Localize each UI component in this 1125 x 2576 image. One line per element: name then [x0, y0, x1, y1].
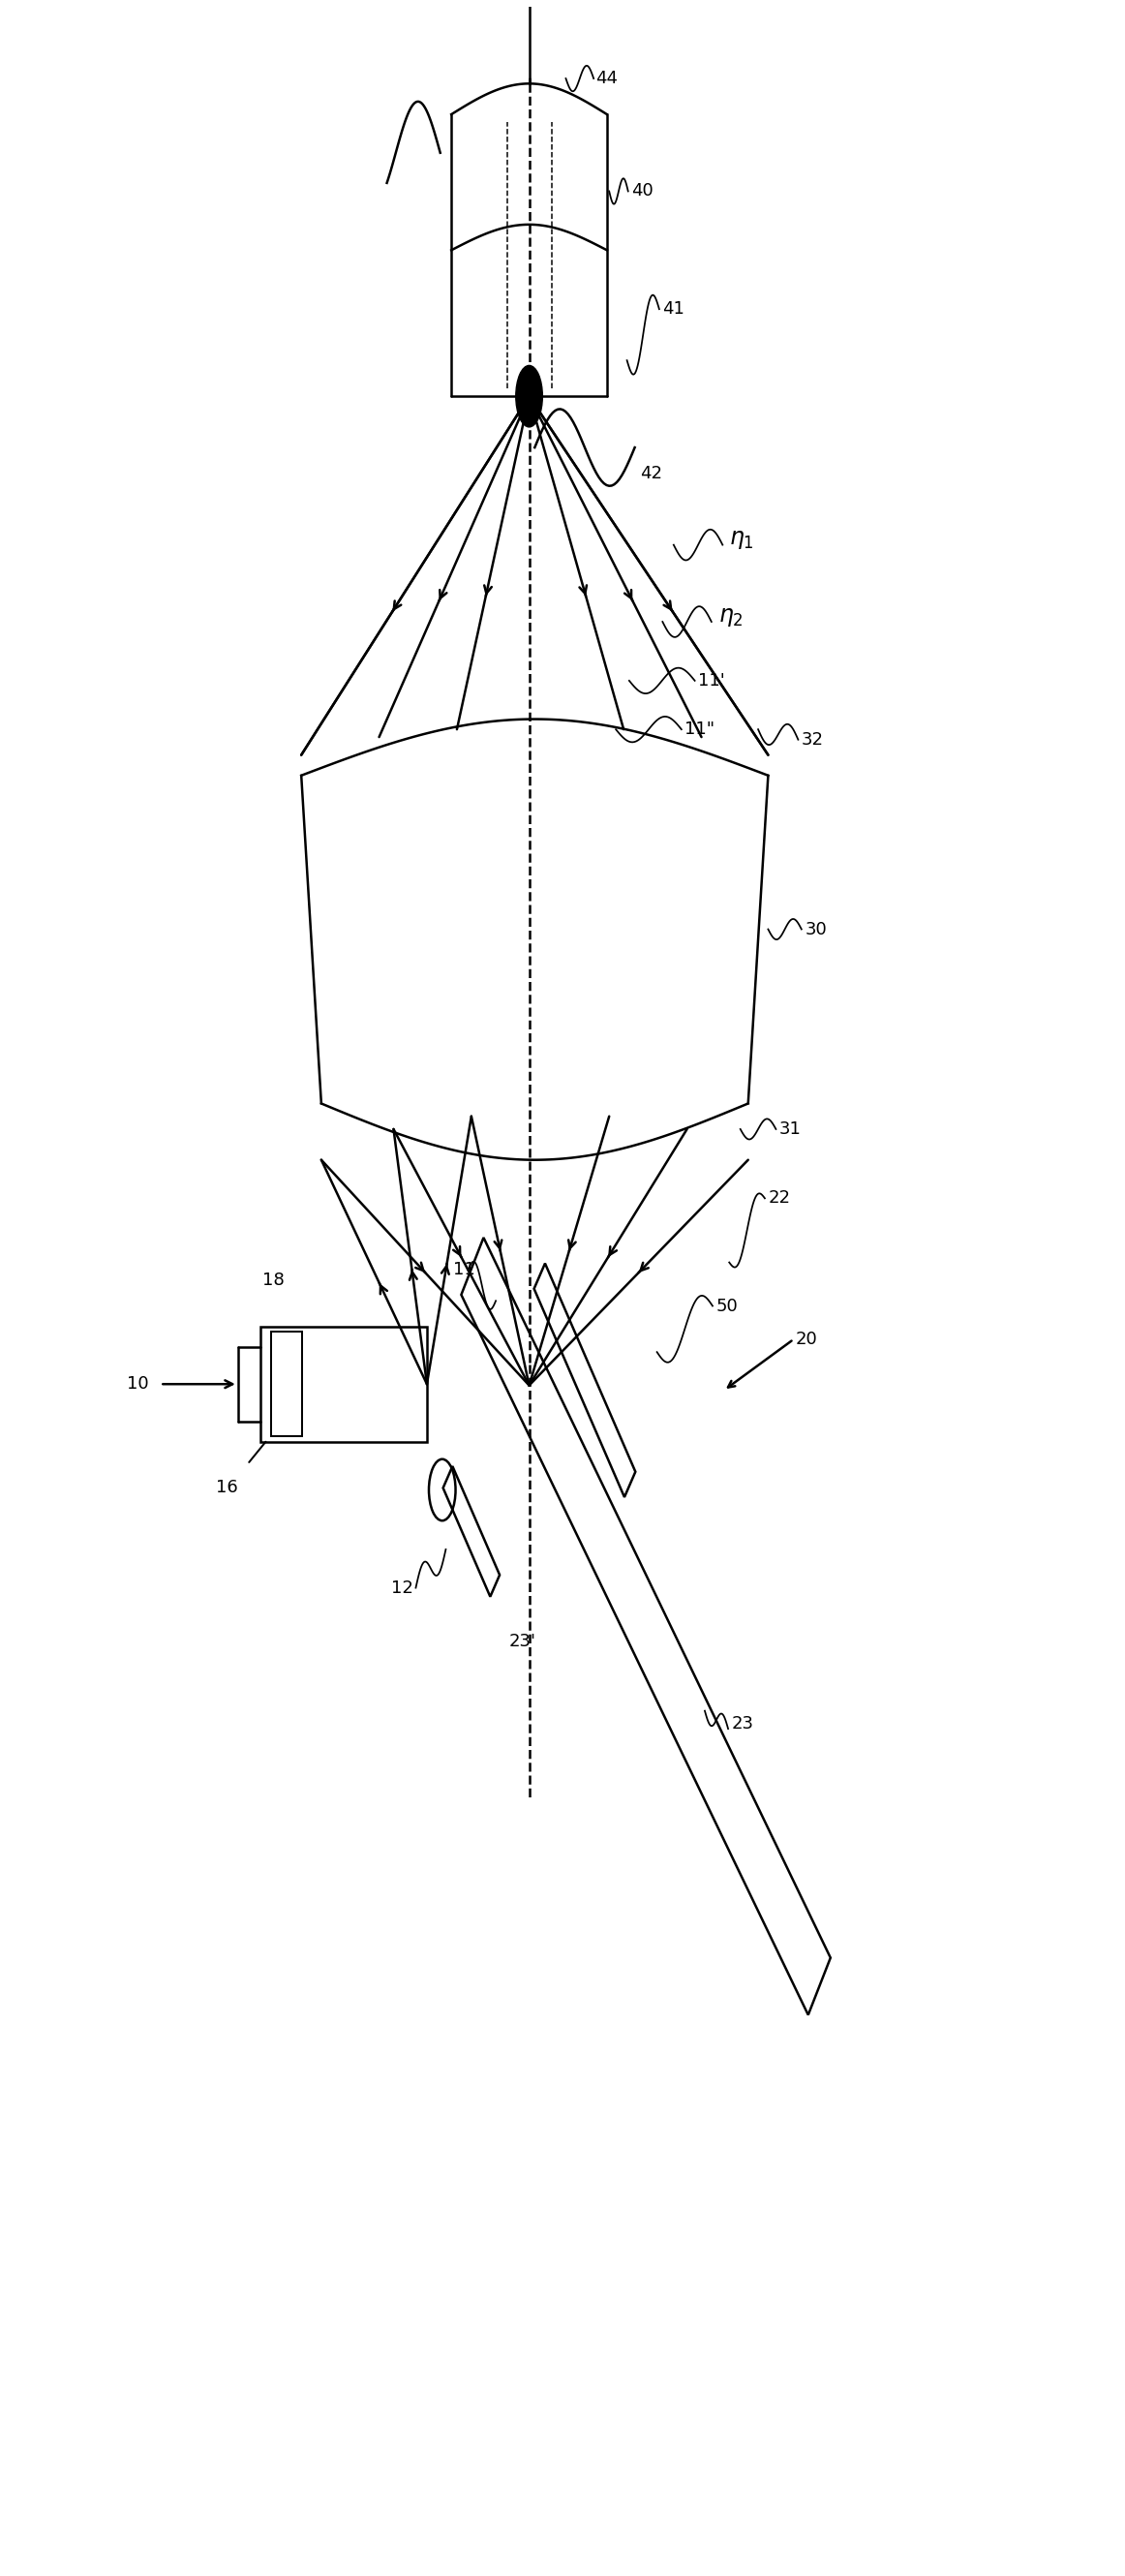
Text: 41: 41 [663, 301, 685, 317]
Text: 18: 18 [262, 1273, 285, 1288]
Text: 11: 11 [453, 1262, 476, 1278]
Text: 50: 50 [716, 1298, 738, 1314]
Text: 10: 10 [127, 1376, 148, 1394]
Text: 40: 40 [631, 183, 654, 201]
Text: 23': 23' [510, 1633, 537, 1651]
Text: 11": 11" [685, 721, 714, 739]
Text: 16: 16 [216, 1479, 237, 1497]
Text: 44: 44 [596, 70, 618, 88]
Text: 32: 32 [801, 732, 823, 750]
Text: 31: 31 [780, 1121, 801, 1139]
Text: 11': 11' [699, 672, 724, 690]
Text: 30: 30 [804, 920, 827, 938]
Circle shape [516, 366, 542, 428]
Text: 23: 23 [731, 1716, 754, 1731]
Text: $\eta_1$: $\eta_1$ [729, 528, 754, 551]
Text: 12: 12 [391, 1579, 414, 1597]
Bar [271, 1332, 303, 1437]
Text: 22: 22 [768, 1190, 791, 1208]
Text: 42: 42 [640, 464, 663, 482]
Bar [260, 1327, 426, 1443]
Text: $\eta_2$: $\eta_2$ [718, 605, 744, 629]
Text: 20: 20 [795, 1332, 818, 1347]
